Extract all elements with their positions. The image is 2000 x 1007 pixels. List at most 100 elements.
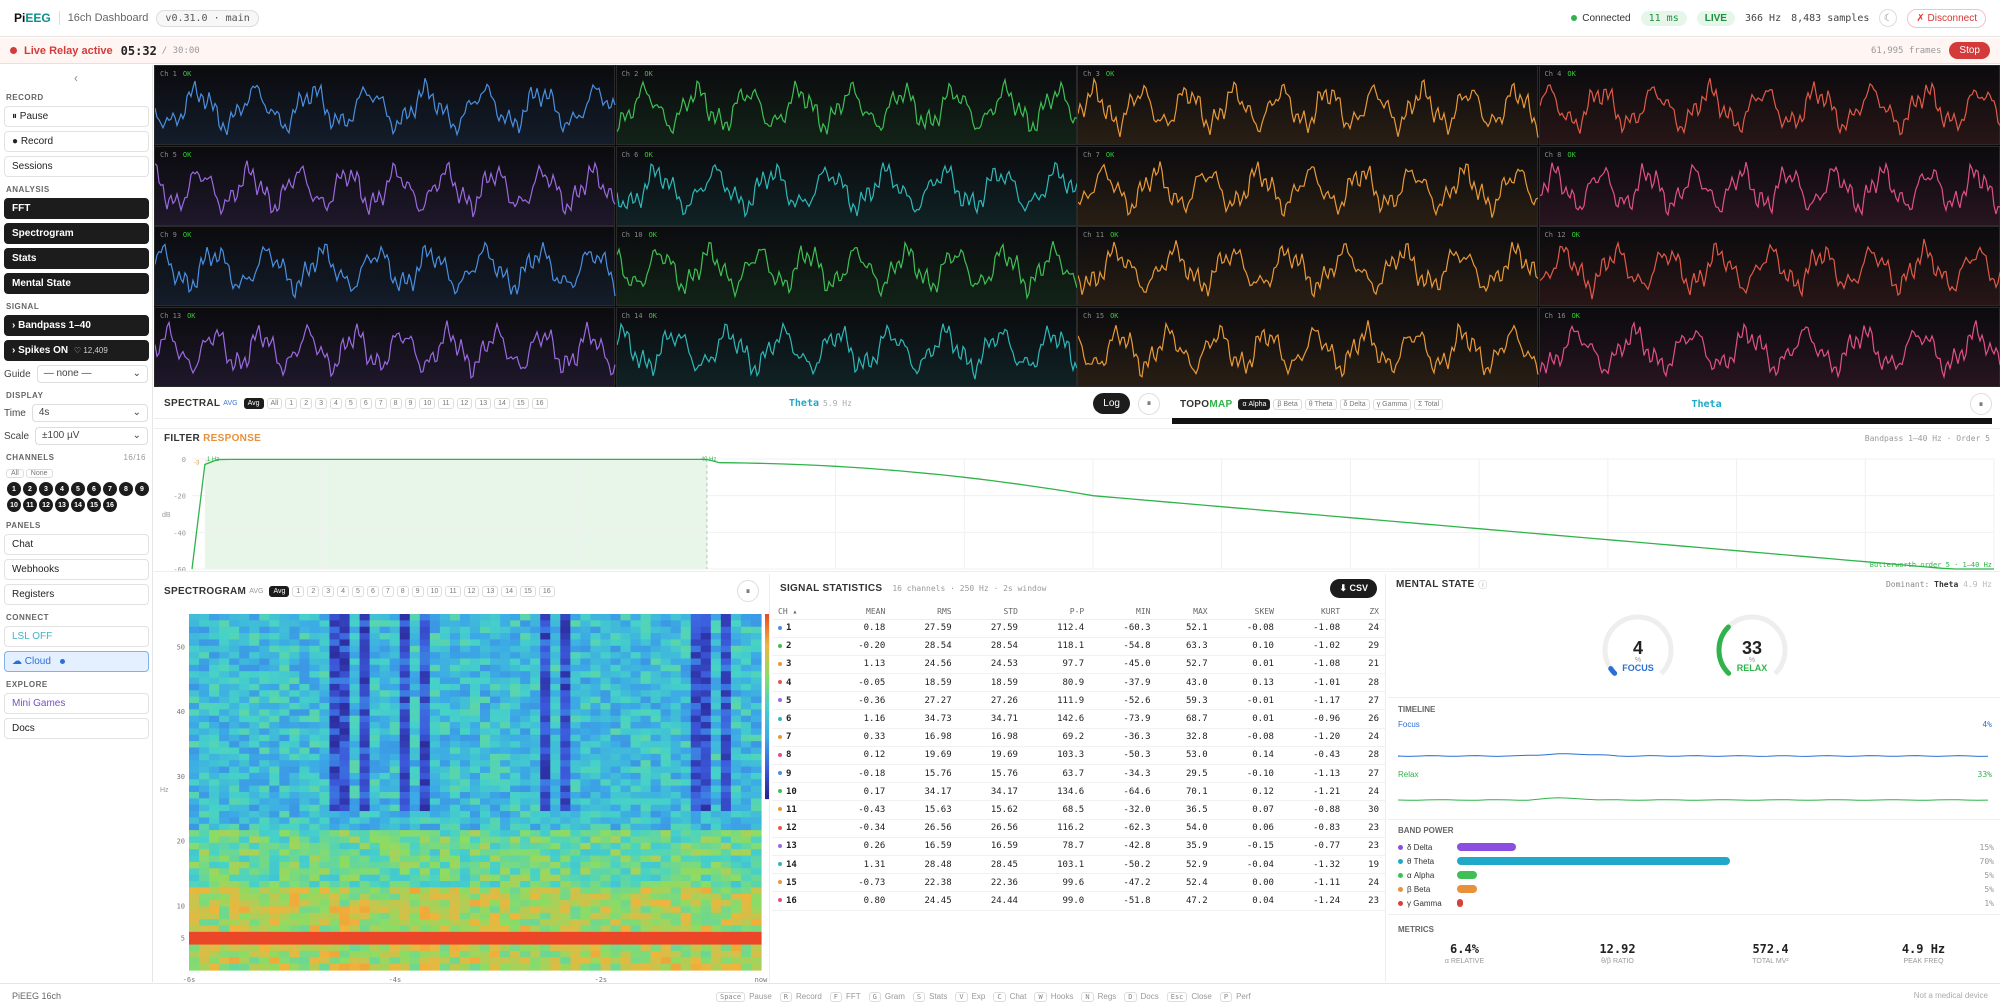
mental-state-toggle[interactable]: Mental State [4,273,149,294]
select-all-button[interactable]: All [6,469,24,478]
spectral-tab[interactable]: 2 [300,398,313,409]
channel-toggle-13[interactable]: 13 [55,498,69,512]
table-cell: 111.9 [1023,691,1091,711]
export-csv-button[interactable]: ⬇ CSV [1330,579,1377,598]
spectral-tab[interactable]: 7 [374,398,387,409]
spectrogram-tab[interactable]: 6 [366,585,379,597]
topomap-tab[interactable]: δ Delta [1339,398,1370,410]
stats-column-header[interactable]: MIN [1090,604,1157,620]
fft-toggle[interactable]: FFT [4,198,149,219]
spectral-tab[interactable]: 1 [285,398,298,409]
theme-toggle-icon[interactable]: ☾ [1879,9,1898,27]
spectrogram-tab[interactable]: 10 [426,585,443,597]
spectral-tab[interactable]: 15 [512,398,529,409]
chat-button[interactable]: Chat [4,534,149,555]
channel-toggle-14[interactable]: 14 [71,498,85,512]
channel-toggle-3[interactable]: 3 [39,482,53,496]
topomap-tab[interactable]: γ Gamma [1372,398,1412,410]
spikes-toggle[interactable]: › Spikes ON ♡ 12,409 [4,340,149,361]
spectral-tab[interactable]: 13 [475,398,492,409]
stats-column-header[interactable]: P-P [1023,604,1091,620]
topomap-tab[interactable]: β Beta [1273,398,1302,410]
spectrogram-tab[interactable]: 16 [538,585,555,597]
log-scale-button[interactable]: Log [1093,393,1130,414]
topomap-tab[interactable]: α Alpha [1238,398,1271,410]
spectrogram-tab[interactable]: 9 [411,585,424,597]
spectrogram-tab[interactable]: 15 [520,585,536,597]
lsl-toggle[interactable]: LSL OFF [4,626,149,647]
stats-column-header[interactable]: KURT [1279,604,1347,620]
channel-toggle-1[interactable]: 1 [7,482,21,496]
channel-toggle-8[interactable]: 8 [119,482,133,496]
spectrogram-tab[interactable]: 2 [307,585,320,597]
spectrogram-tab[interactable]: Avg [269,585,290,597]
spectrogram-tab[interactable]: 14 [501,585,518,597]
channel-toggle-15[interactable]: 15 [87,498,101,512]
spectral-tab[interactable]: 11 [438,398,454,409]
sidebar-collapse-icon[interactable]: ‹ [74,71,78,85]
spectral-pause-button[interactable]: ⏸ [1137,392,1160,415]
pause-button[interactable]: ⏸ Pause [4,106,149,127]
channel-toggle-6[interactable]: 6 [87,482,101,496]
spectrogram-toggle[interactable]: Spectrogram [4,223,149,244]
channel-toggle-4[interactable]: 4 [55,482,69,496]
spectral-tab[interactable]: 12 [456,398,473,409]
stats-column-header[interactable]: RMS [891,604,958,620]
disconnect-button[interactable]: ✗ Disconnect [1907,8,1986,28]
channel-toggle-2[interactable]: 2 [23,482,37,496]
channel-toggle-9[interactable]: 9 [135,482,149,496]
stop-relay-button[interactable]: Stop [1949,42,1990,59]
spectral-tab[interactable]: 9 [404,398,417,409]
channel-toggle-10[interactable]: 10 [7,498,21,512]
spectral-tab[interactable]: 3 [315,398,327,409]
spectrogram-tab[interactable]: 3 [322,585,335,597]
spectrogram-tab[interactable]: 13 [482,585,499,597]
channel-toggle-7[interactable]: 7 [103,482,117,496]
stats-column-header[interactable]: STD [957,604,1024,620]
stats-column-header[interactable]: ZX [1346,604,1385,620]
spectral-tab[interactable]: 5 [344,398,357,409]
time-select[interactable]: 4s ⌄ [31,404,148,422]
webhooks-button[interactable]: Webhooks [4,559,149,580]
spectral-tab[interactable]: 14 [494,398,510,409]
guide-select[interactable]: — none — ⌄ [36,365,148,383]
channel-toggle-12[interactable]: 12 [39,498,53,512]
spectrogram-pause-button[interactable]: ⏸ [737,580,759,602]
stats-column-header[interactable]: SKEW [1213,604,1280,620]
stats-toggle[interactable]: Stats [4,248,149,269]
sessions-button[interactable]: Sessions [4,156,149,177]
mini-games-link[interactable]: Mini Games [4,693,149,714]
cloud-toggle[interactable]: ☁ Cloud [4,651,149,672]
spectral-tab[interactable]: 8 [389,398,402,409]
spectral-tab[interactable]: All [266,398,283,409]
spectrogram-tab[interactable]: 12 [463,585,480,597]
spectral-tab[interactable]: 16 [531,398,548,409]
record-button[interactable]: ● Record [4,131,149,152]
topomap-tab[interactable]: θ Theta [1304,398,1337,410]
channel-toggle-5[interactable]: 5 [71,482,85,496]
spectrogram-tab[interactable]: 4 [337,585,350,597]
stats-column-header[interactable]: MEAN [825,604,892,620]
channel-toggle-11[interactable]: 11 [23,498,37,512]
spectral-tab[interactable]: Avg [243,398,264,409]
channel-toggle-16[interactable]: 16 [103,498,117,512]
spectral-tab[interactable]: 6 [359,398,372,409]
spectral-tab[interactable]: 10 [419,398,436,409]
registers-button[interactable]: Registers [4,584,149,605]
spectral-tab[interactable]: 4 [330,398,342,409]
spectrogram-tab[interactable]: 7 [381,585,394,597]
spectrogram-cell [650,728,662,736]
info-icon[interactable]: ⓘ [1478,580,1488,590]
spectrogram-tab[interactable]: 8 [396,585,409,597]
bandpass-toggle[interactable]: › Bandpass 1–40 [4,315,149,336]
scale-select[interactable]: ±100 µV ⌄ [35,427,148,445]
spectrogram-tab[interactable]: 1 [292,585,305,597]
select-none-button[interactable]: None [25,469,53,478]
stats-column-header[interactable]: MAX [1156,604,1214,620]
spectrogram-tab[interactable]: 5 [352,585,364,597]
spectrogram-tab[interactable]: 11 [445,585,461,597]
stats-column-header[interactable]: CH ▴ [772,604,826,620]
topomap-pause-button[interactable]: ⏸ [1970,393,1992,415]
docs-link[interactable]: Docs [4,718,149,739]
topomap-tab[interactable]: Σ Total [1414,398,1444,410]
